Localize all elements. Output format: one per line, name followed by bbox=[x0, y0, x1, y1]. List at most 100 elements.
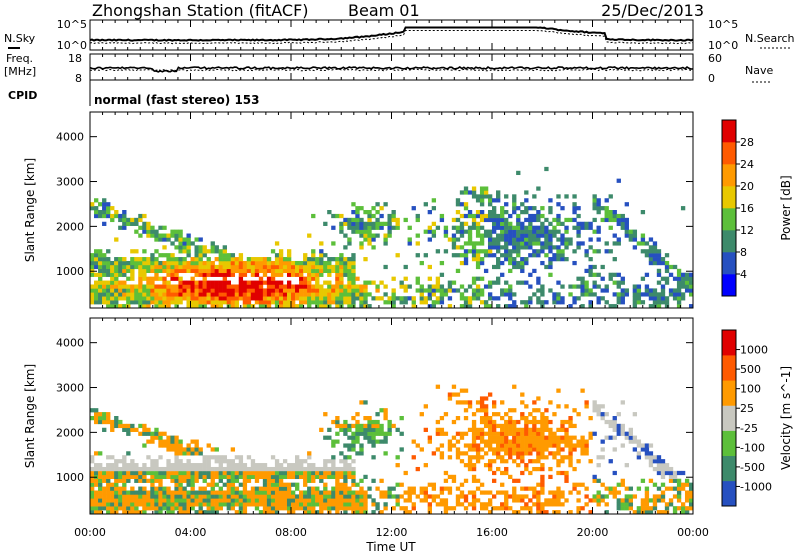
velocity-cell bbox=[556, 459, 561, 464]
velocity-cell bbox=[118, 474, 123, 480]
velocity-cell bbox=[142, 478, 147, 483]
power-cell bbox=[552, 300, 557, 305]
power-cell bbox=[110, 292, 115, 297]
power-cell bbox=[158, 296, 163, 301]
power-cell bbox=[516, 225, 521, 230]
velocity-cell bbox=[311, 466, 316, 472]
velocity-cell bbox=[431, 494, 437, 499]
velocity-cell bbox=[206, 455, 211, 460]
velocity-cell bbox=[315, 494, 320, 499]
velocity-cell bbox=[286, 486, 292, 491]
velocity-cell bbox=[504, 494, 509, 499]
power-cell bbox=[544, 233, 549, 238]
velocity-cell bbox=[383, 506, 388, 511]
velocity-cell bbox=[114, 459, 119, 464]
colorbar-step bbox=[722, 330, 736, 356]
velocity-cell bbox=[524, 435, 529, 440]
velocity-cell bbox=[648, 506, 654, 511]
power-cell bbox=[508, 213, 513, 219]
velocity-cell bbox=[524, 439, 529, 444]
velocity-cell bbox=[467, 459, 473, 464]
power-cell bbox=[600, 264, 605, 270]
power-cell bbox=[524, 280, 529, 285]
power-cell bbox=[355, 284, 360, 289]
power-cell bbox=[94, 280, 99, 285]
velocity-cell bbox=[680, 502, 686, 507]
power-cell bbox=[652, 257, 658, 262]
velocity-cell bbox=[90, 482, 95, 487]
velocity-cell bbox=[343, 463, 348, 468]
velocity-cell bbox=[299, 506, 304, 511]
velocity-cell bbox=[238, 490, 244, 495]
velocity-cell bbox=[146, 466, 151, 472]
power-cell bbox=[182, 241, 187, 246]
velocity-cell bbox=[150, 502, 155, 507]
power-cell bbox=[500, 260, 505, 266]
velocity-cell bbox=[190, 502, 195, 507]
power-cell bbox=[154, 292, 159, 297]
velocity-cell bbox=[492, 459, 497, 464]
velocity-cell bbox=[182, 470, 187, 476]
power-cell bbox=[479, 260, 485, 266]
power-cell bbox=[335, 257, 340, 262]
power-cell bbox=[190, 268, 195, 274]
velocity-cell bbox=[684, 506, 690, 511]
velocity-cell bbox=[94, 451, 99, 456]
velocity-cell bbox=[395, 455, 400, 460]
velocity-cell bbox=[238, 506, 244, 511]
power-cell bbox=[307, 268, 312, 274]
colorbar-tick-label: -1000 bbox=[740, 480, 772, 493]
power-cell bbox=[620, 280, 625, 285]
power-cell bbox=[644, 288, 650, 293]
power-cell bbox=[106, 300, 111, 305]
power-cell bbox=[528, 217, 533, 223]
velocity-cell bbox=[190, 451, 195, 456]
cpid-label: CPID bbox=[8, 89, 37, 102]
power-cell bbox=[351, 284, 356, 289]
velocity-cell bbox=[423, 490, 428, 495]
velocity-cell bbox=[335, 474, 340, 480]
velocity-cell bbox=[291, 463, 296, 468]
velocity-cell bbox=[158, 486, 163, 491]
power-cell bbox=[656, 292, 662, 297]
velocity-cell bbox=[536, 447, 541, 452]
velocity-cell bbox=[459, 459, 465, 464]
velocity-cell bbox=[664, 463, 670, 468]
power-cell bbox=[202, 276, 207, 281]
velocity-cell bbox=[492, 506, 497, 511]
velocity-cell bbox=[146, 439, 151, 444]
velocity-cell bbox=[463, 463, 469, 468]
power-cell bbox=[110, 276, 115, 281]
velocity-cell bbox=[487, 459, 493, 464]
velocity-cell bbox=[636, 451, 642, 456]
velocity-cell bbox=[218, 490, 223, 495]
power-cell bbox=[367, 237, 372, 242]
power-cell bbox=[475, 233, 481, 238]
power-cell bbox=[311, 276, 316, 281]
power-cell bbox=[150, 257, 155, 262]
velocity-cell bbox=[447, 474, 453, 480]
power-cell bbox=[463, 241, 469, 246]
velocity-cell bbox=[403, 506, 408, 511]
power-cell bbox=[130, 221, 135, 226]
power-cell bbox=[178, 249, 183, 254]
power-cell bbox=[516, 170, 521, 176]
power-cell bbox=[447, 288, 453, 293]
power-cell bbox=[608, 276, 613, 281]
velocity-cell bbox=[351, 474, 356, 480]
velocity-cell bbox=[624, 506, 629, 511]
velocity-cell bbox=[118, 494, 123, 499]
power-cell bbox=[660, 260, 666, 266]
power-cell bbox=[210, 280, 215, 285]
power-cell bbox=[684, 288, 690, 293]
power-cell bbox=[463, 206, 469, 211]
velocity-cell bbox=[174, 466, 179, 472]
velocity-cell bbox=[656, 470, 662, 476]
velocity-cell bbox=[210, 510, 215, 515]
power-cell bbox=[536, 213, 541, 219]
velocity-cell bbox=[303, 490, 308, 495]
velocity-cell bbox=[451, 474, 457, 480]
velocity-cell bbox=[166, 506, 171, 511]
velocity-cell bbox=[467, 427, 473, 432]
velocity-cell bbox=[138, 423, 143, 429]
